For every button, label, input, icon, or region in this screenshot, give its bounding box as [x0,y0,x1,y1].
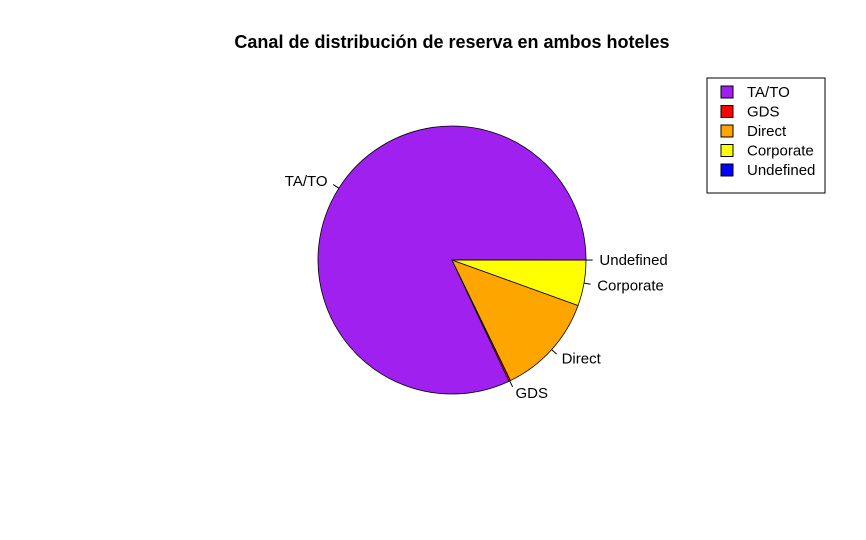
label-tick-corporate [583,282,591,285]
slice-direct [451,259,579,382]
legend: TA/TO GDS Direct Corporate Undefined [706,77,826,194]
legend-swatch-ta-to [720,85,734,99]
label-corporate: Corporate [597,277,664,294]
label-undefined: Undefined [599,252,667,269]
legend-swatch-corporate [720,144,734,157]
label-tick-gds [509,380,514,388]
legend-swatch-direct [720,124,734,138]
chart-title: Canal de distribución de reserva en ambo… [234,32,669,52]
legend-swatch-undefined [720,163,734,177]
legend-label-undefined: Undefined [747,162,815,179]
legend-label-corporate: Corporate [747,143,814,160]
legend-label-direct: Direct [747,123,787,140]
pie-labels: TA/TO GDS Direct Corporate Undefined [285,173,668,402]
legend-label-ta-to: TA/TO [747,84,790,101]
label-ta-to: TA/TO [285,173,328,190]
label-gds: GDS [516,385,549,402]
label-tick-ta-to [332,184,340,189]
label-direct: Direct [562,351,602,368]
legend-label-gds: GDS [747,104,780,121]
label-tick-direct [551,349,557,355]
pie-slices [317,125,587,395]
legend-swatch-gds [720,105,734,118]
